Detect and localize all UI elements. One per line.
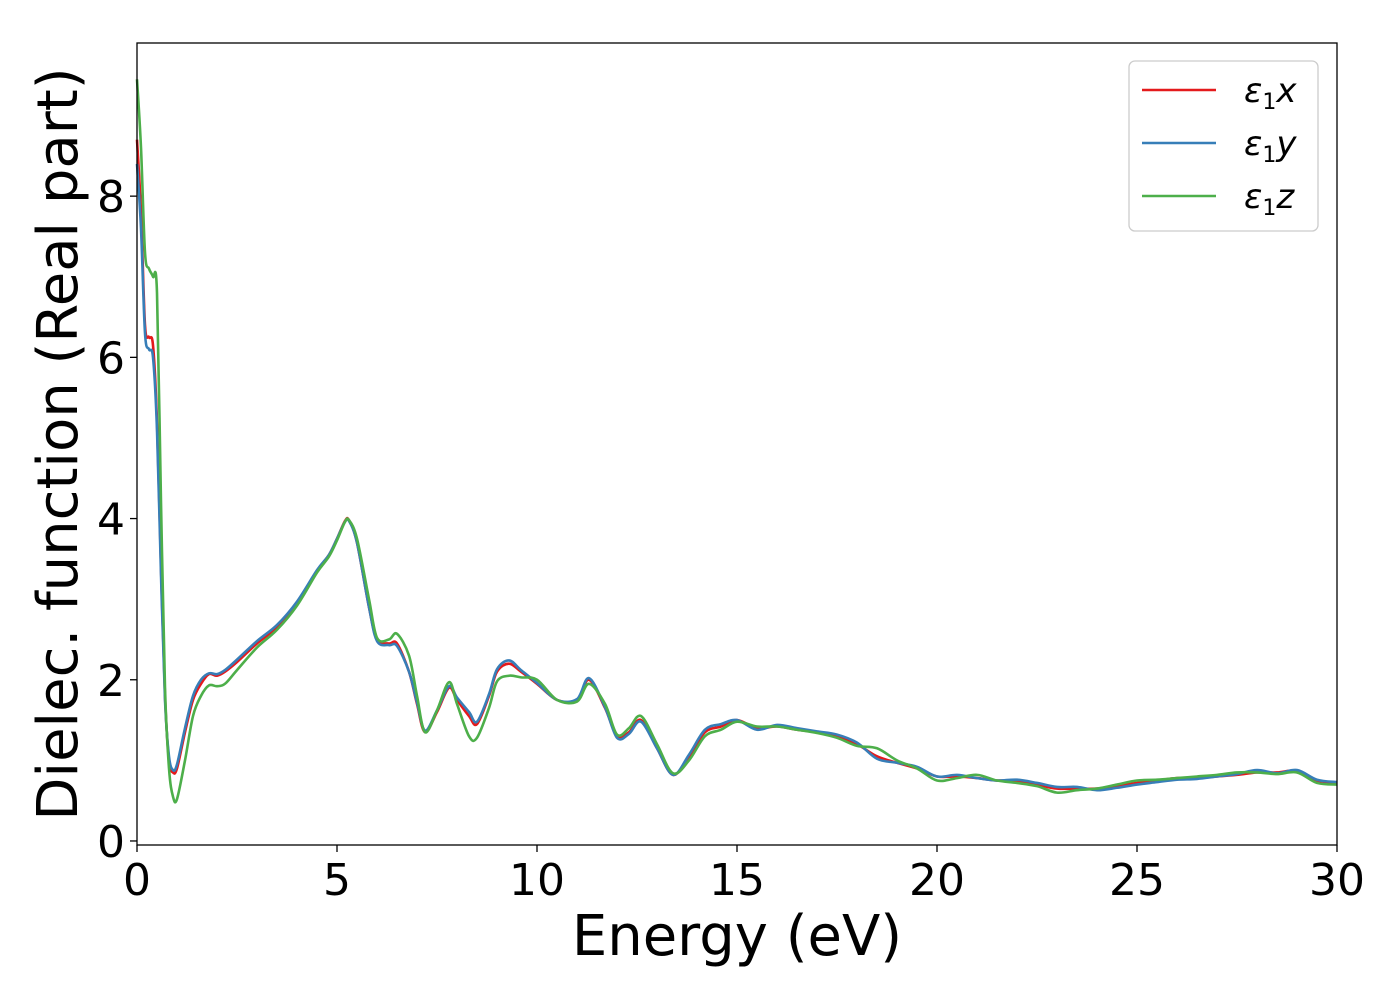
y-axis-ticks: 0 2 4 6 8	[97, 172, 137, 868]
x-tick-label: 10	[509, 855, 565, 906]
series-line-z	[135, 79, 1338, 804]
legend: ε1x ε1y ε1z	[1128, 60, 1319, 232]
series-line-y	[135, 163, 1338, 792]
series-layer	[135, 79, 1338, 804]
x-tick-label: 20	[909, 855, 965, 906]
y-tick-label: 6	[97, 333, 125, 384]
x-tick-label: 0	[123, 855, 151, 906]
y-tick-label: 8	[97, 172, 125, 223]
x-tick-label: 5	[323, 855, 351, 906]
y-tick-label: 0	[97, 817, 125, 868]
x-axis-label: Energy (eV)	[572, 904, 902, 969]
legend-label-z: ε1z	[1244, 177, 1295, 221]
x-tick-label: 25	[1109, 855, 1165, 906]
x-tick-label: 30	[1309, 855, 1365, 906]
x-tick-label: 15	[709, 855, 765, 906]
x-axis-ticks: 0 5 10 15 20 25 30	[123, 845, 1365, 906]
legend-label-x: ε1x	[1244, 71, 1297, 115]
y-axis-label: Dielec. function (Real part)	[26, 67, 91, 820]
y-tick-label: 2	[97, 656, 125, 707]
y-tick-label: 4	[97, 495, 125, 546]
legend-label-y: ε1y	[1244, 124, 1297, 168]
legend-box	[1128, 60, 1319, 232]
